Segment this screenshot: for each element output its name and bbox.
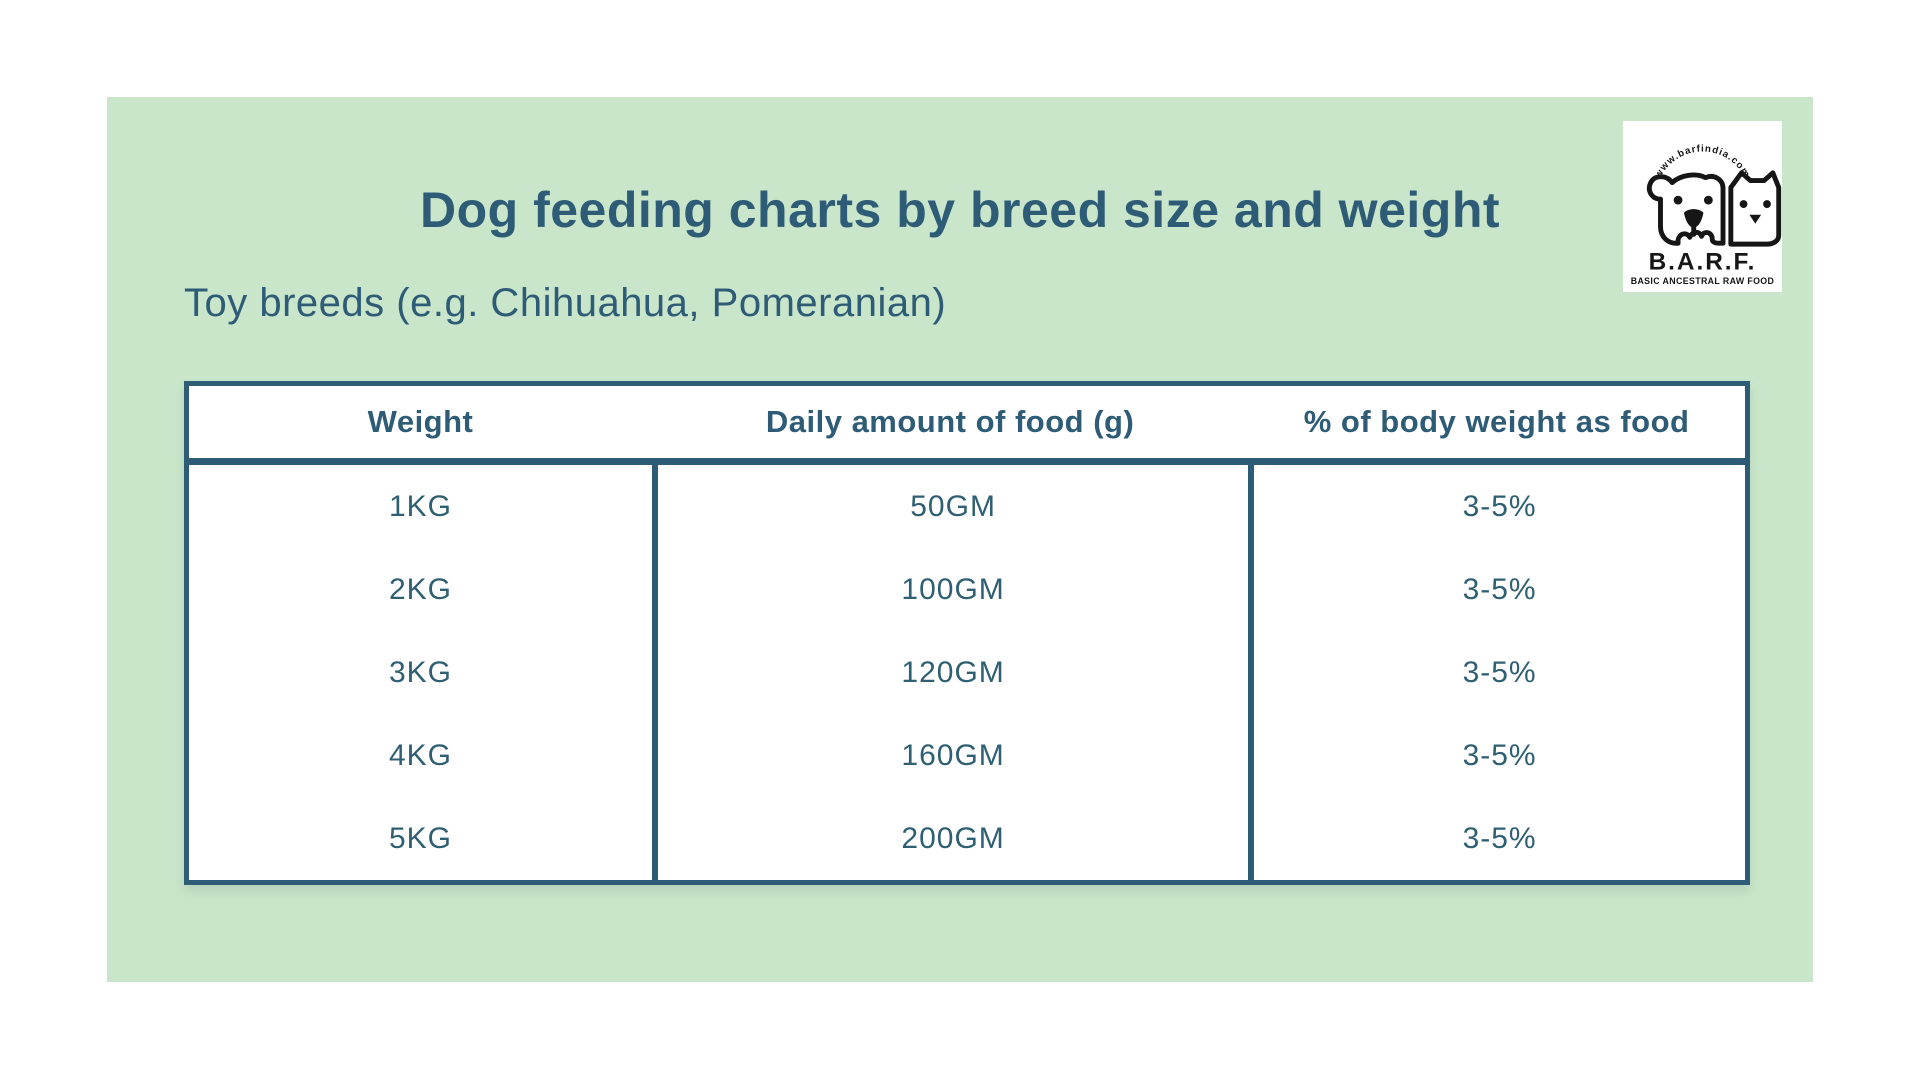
column-header-daily-amount: Daily amount of food (g) — [765, 404, 1135, 439]
table-cell: 4KG — [388, 738, 453, 772]
table-cell: 1KG — [388, 489, 453, 523]
cat-face-icon — [1728, 170, 1782, 247]
column-header-body-weight-pct: % of body weight as food — [1303, 404, 1690, 439]
table-cell: 3-5% — [1248, 465, 1745, 548]
logo-brand-text: B.A.R.F. — [1649, 249, 1757, 276]
table-cell: 3-5% — [1248, 797, 1745, 880]
table-cell: 3-5% — [1248, 714, 1745, 797]
table-cell: 3-5% — [1248, 631, 1745, 714]
dog-face-icon — [1646, 172, 1726, 246]
table-cell: 50GM — [652, 465, 1248, 548]
cat-eyes-nose — [1739, 200, 1771, 224]
column-header-weight: Weight — [367, 404, 474, 439]
table-body: 1KG 50GM 3-5% 2KG 100GM 3-5% 3KG 120GM 3-5% 4KG 16… — [189, 465, 1745, 880]
barf-logo: www.barfindia.com B. — [1623, 121, 1782, 292]
table-header-row: Weight Daily amount of food (g) % of bod… — [189, 386, 1745, 465]
barf-logo-graphic: www.barfindia.com B. — [1631, 143, 1782, 286]
table-cell: 120GM — [652, 631, 1248, 714]
table-cell: 3-5% — [1248, 548, 1745, 631]
table-cell: 3KG — [388, 655, 453, 689]
table-cell: 5KG — [388, 821, 453, 855]
page-title: Dog feeding charts by breed size and wei… — [419, 182, 1501, 238]
table-cell: 200GM — [652, 797, 1248, 880]
dog-eyes-nose — [1673, 195, 1713, 228]
logo-tagline: BASIC ANCESTRAL RAW FOOD — [1631, 276, 1775, 286]
table-cell: 100GM — [652, 548, 1248, 631]
table-cell: 160GM — [652, 714, 1248, 797]
section-subtitle: Toy breeds (e.g. Chihuahua, Pomeranian) — [184, 281, 947, 325]
feeding-table: Weight Daily amount of food (g) % of bod… — [184, 381, 1750, 885]
feeding-chart-card: Dog feeding charts by breed size and wei… — [107, 97, 1813, 982]
table-cell: 2KG — [388, 572, 453, 606]
